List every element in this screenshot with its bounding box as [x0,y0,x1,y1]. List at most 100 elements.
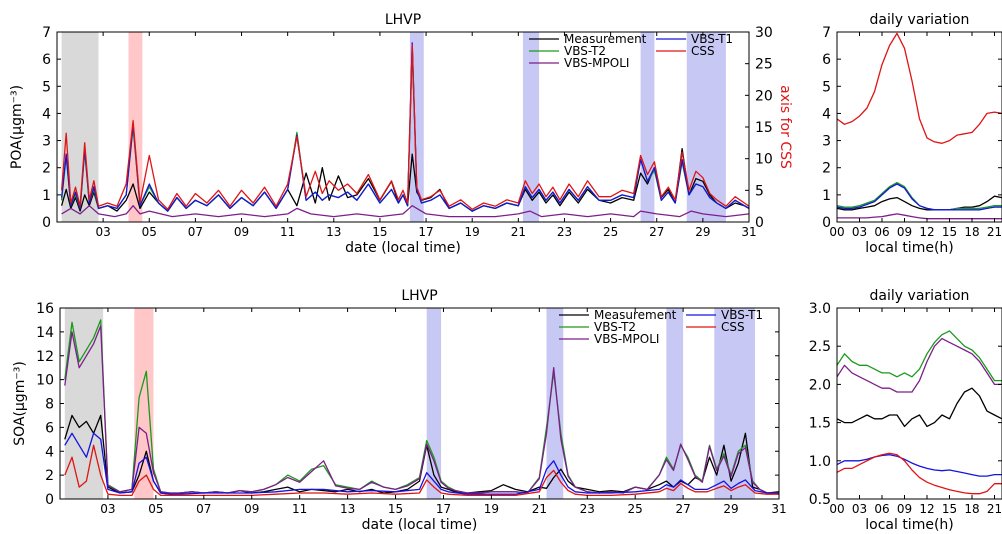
x-tick-label: 23 [580,502,595,516]
shaded-period [640,32,655,222]
series-line-vbs-t1 [64,432,779,495]
x-tick-label: 13 [340,502,355,516]
x-tick-label: 21 [532,502,547,516]
y-tick-label: 5 [42,79,51,95]
x-tick-label: 17 [418,225,433,239]
x-tick-label: 25 [628,502,643,516]
x-tick-label: 27 [649,225,664,239]
x-tick-label: 06 [874,225,889,239]
y-tick-label: 4 [45,444,54,460]
series-line-css [60,44,749,210]
x-tick-label: 27 [675,502,690,516]
legend-label: Measurement [594,308,677,322]
x-tick-label: 03 [95,225,110,239]
y-tick-label: 1 [42,188,51,204]
x-tick-label: 29 [695,225,710,239]
legend-label: CSS [691,44,715,58]
shaded-period [686,32,726,222]
x-tick-label: 21 [987,225,1002,239]
chart-title: daily variation [870,288,970,304]
y2-tick-label: 25 [755,57,773,73]
x-tick-label: 23 [557,225,572,239]
chart-title: LHVP [401,288,437,304]
x-tick-label: 03 [852,502,867,516]
legend-label: VBS-T2 [594,320,636,334]
y-tick-label: 3.0 [809,301,831,317]
shaded-period [546,308,564,499]
series-line-vbs-mpoli [837,213,1002,220]
y-tick-label: 8 [45,397,54,413]
x-tick-label: 19 [465,225,480,239]
chart-title: daily variation [870,12,970,28]
legend-label: VBS-T1 [691,32,733,46]
legend-label: Measurement [564,32,647,46]
series-line-vbs-t1 [837,183,1002,211]
x-tick-label: 15 [388,502,403,516]
x-tick-label: 15 [372,225,387,239]
x-tick-label: 19 [484,502,499,516]
y-tick-label: 12 [36,349,54,365]
x-tick-label: 11 [280,225,295,239]
y-tick-label: 2 [822,161,831,177]
y-tick-label: 3 [42,134,51,150]
x-tick-label: 31 [771,502,786,516]
x-axis-label: date (local time) [345,240,461,256]
y-tick-label: 6 [45,420,54,436]
x-tick-label: 09 [897,502,912,516]
y-axis-label: POA(μgm⁻³) [9,85,25,169]
x-axis-label: local time(h) [865,517,954,533]
x-tick-label: 31 [741,225,756,239]
y-tick-label: 4 [42,106,51,122]
series-line-css [837,32,1002,144]
series-line-css [837,452,1002,495]
legend-label: VBS-MPOLI [564,56,629,70]
soa-daily-variation: 00 03 06 09 12 15 18 21 0.5 1.0 1.5 2.0 2.5 3.0 daily … [809,288,1002,533]
x-tick-label: 05 [148,502,163,516]
y-tick-label: 14 [36,325,54,341]
y-tick-label: 3 [822,134,831,150]
plot-frame [836,31,1002,223]
x-tick-label: 11 [292,502,307,516]
x-tick-label: 21 [511,225,526,239]
y-tick-label: 1.5 [809,416,831,432]
series-line-vbs-t1 [837,454,1002,477]
y2-tick-label: 0 [755,215,764,231]
series-line-vbs-mpoli [837,337,1002,393]
y-tick-label: 10 [36,373,54,389]
y-tick-label: 2.5 [809,339,831,355]
x-tick-label: 09 [897,225,912,239]
y-tick-label: 0.5 [809,492,831,508]
x-tick-label: 03 [100,502,115,516]
x-tick-label: 05 [142,225,157,239]
y-tick-label: 7 [42,25,51,41]
soa-time-series: 03 05 07 09 11 13 15 17 19 21 23 25 27 29 31 0 2 4 6 8 10 12 1… [12,288,787,533]
legend-label: CSS [721,320,745,334]
chart-title: LHVP [385,12,421,28]
series-line-vbs-mpoli [64,325,779,494]
x-tick-label: 15 [942,225,957,239]
y-tick-label: 1 [822,188,831,204]
series-line-css [64,444,779,497]
x-tick-label: 07 [188,225,203,239]
series-line-measurement [837,195,1002,211]
y2-tick-label: 10 [755,152,773,168]
x-tick-label: 17 [436,502,451,516]
x-axis-label: date (local time) [362,517,478,533]
y-tick-label: 6 [42,52,51,68]
x-tick-label: 18 [964,225,979,239]
legend-label: VBS-T2 [564,44,606,58]
series-line-vbs-t2 [837,330,1002,382]
y-tick-label: 16 [36,301,54,317]
legend-label: VBS-T1 [721,308,763,322]
y-tick-label: 1.0 [809,454,831,470]
y-tick-label: 0 [822,215,831,231]
poa-time-series: 03 05 07 09 11 13 15 17 19 21 23 25 27 29 310123456705… [9,12,793,256]
y2-tick-label: 5 [755,183,764,199]
y-tick-label: 2 [42,161,51,177]
x-tick-label: 15 [942,502,957,516]
x-tick-label: 00 [829,502,844,516]
y-tick-label: 0 [42,215,51,231]
x-tick-label: 00 [829,225,844,239]
